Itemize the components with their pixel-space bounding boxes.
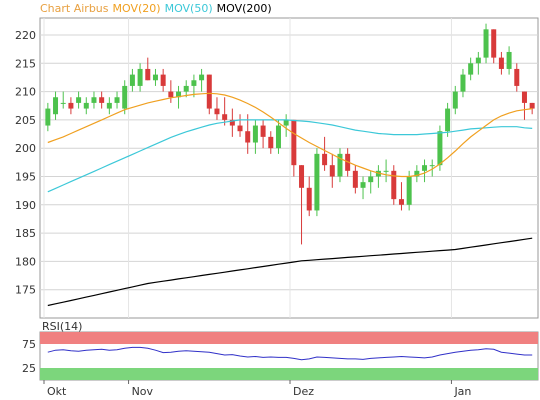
mov20-line	[47, 92, 533, 178]
candle-body-62	[521, 91, 527, 103]
candle-body-49	[422, 165, 428, 171]
y-tick-label-200: 200	[15, 142, 36, 155]
candle-body-0	[45, 108, 51, 126]
y-tick-label-220: 220	[15, 29, 36, 42]
mov200-line	[47, 237, 533, 307]
candle-body-17	[176, 91, 182, 98]
legend-item-3: MOV(200)	[217, 2, 272, 15]
candle-body-50	[429, 165, 435, 167]
candle-body-14	[152, 74, 158, 81]
candle-body-30	[275, 125, 281, 149]
candle-body-54	[460, 74, 466, 92]
candle-body-52	[445, 108, 451, 132]
candle-body-11	[129, 74, 135, 86]
rsi-overbought-band	[40, 332, 538, 344]
y-tick-label-195: 195	[15, 170, 36, 183]
candle-body-61	[514, 68, 520, 86]
candle-body-21	[206, 74, 212, 109]
candle-body-5	[83, 102, 89, 109]
candle-body-23	[222, 114, 228, 120]
candle-body-63	[529, 102, 535, 109]
y-tick-label-205: 205	[15, 114, 36, 127]
rsi-tick-label-75: 75	[22, 338, 36, 351]
candle-body-22	[214, 108, 220, 115]
candle-body-59	[498, 57, 504, 69]
legend-item-2: MOV(50)	[165, 2, 213, 15]
price-panel: 175 180 185 190 195 200 205 210 215 220	[15, 17, 539, 319]
candle-body-24	[229, 119, 235, 126]
candle-body-58	[491, 29, 497, 58]
x-tick-label-1: Nov	[132, 385, 154, 398]
candle-body-53	[452, 91, 458, 109]
candle-body-56	[475, 57, 481, 64]
candle-body-13	[145, 68, 151, 81]
candle-body-1	[53, 97, 59, 115]
candle-body-51	[437, 131, 443, 166]
candle-body-7	[99, 97, 105, 103]
candle-body-9	[114, 97, 120, 103]
rsi-oversold-band	[40, 368, 538, 380]
y-tick-label-215: 215	[15, 57, 36, 70]
candle-body-32	[291, 119, 297, 166]
candle-body-37	[329, 165, 335, 177]
candle-body-19	[191, 80, 197, 86]
candle-body-16	[168, 91, 174, 98]
candle-body-45	[391, 170, 397, 200]
y-tick-label-185: 185	[15, 227, 36, 240]
candle-body-12	[137, 68, 143, 86]
candle-body-31	[283, 119, 289, 126]
candle-body-15	[160, 74, 166, 86]
candle-body-28	[260, 125, 266, 137]
candle-body-42	[368, 176, 374, 183]
candle-body-46	[398, 199, 404, 205]
legend-item-1: MOV(20)	[113, 2, 161, 15]
y-tick-label-190: 190	[15, 199, 36, 212]
mov50-line	[47, 119, 533, 193]
candle-body-18	[183, 85, 189, 92]
price-panel-frame	[39, 17, 539, 319]
rsi-line	[47, 346, 533, 361]
candle-body-8	[106, 102, 112, 109]
candle-body-29	[268, 136, 274, 149]
candle-body-20	[199, 74, 205, 81]
candle-body-3	[68, 102, 74, 109]
y-tick-label-180: 180	[15, 255, 36, 268]
x-tick-label-2: Dez	[293, 385, 314, 398]
y-tick-label-210: 210	[15, 86, 36, 99]
candle-body-2	[60, 102, 66, 104]
legend-item-0: Chart Airbus	[40, 2, 109, 15]
candle-body-48	[414, 170, 420, 177]
candle-body-33	[299, 165, 305, 188]
rsi-tick-label-25: 25	[22, 362, 36, 375]
candle-body-55	[468, 63, 474, 75]
x-axis: Okt Nov Dez Jan	[43, 380, 471, 398]
candle-body-60	[506, 51, 512, 69]
candle-body-26	[245, 131, 251, 143]
candle-body-10	[122, 85, 128, 109]
candle-body-35	[314, 153, 320, 211]
candle-body-44	[383, 170, 389, 172]
y-tick-label-175: 175	[15, 284, 36, 297]
candle-body-25	[237, 125, 243, 132]
candle-body-34	[306, 187, 312, 211]
chart-legend: Chart Airbus MOV(20) MOV(50) MOV(200)	[40, 2, 272, 15]
x-tick-label-0: Okt	[47, 385, 67, 398]
candle-body-41	[360, 182, 366, 188]
rsi-title: RSI(14)	[42, 320, 82, 333]
candle-body-57	[483, 29, 489, 58]
candle-body-27	[252, 125, 258, 143]
candle-body-38	[337, 153, 343, 177]
rsi-panel: RSI(14) 25 75	[22, 320, 539, 381]
candle-body-4	[76, 97, 82, 103]
candle-body-47	[406, 176, 412, 205]
candle-body-40	[352, 170, 358, 188]
x-tick-label-3: Jan	[453, 385, 471, 398]
candle-body-36	[322, 153, 328, 166]
candle-body-6	[91, 97, 97, 103]
